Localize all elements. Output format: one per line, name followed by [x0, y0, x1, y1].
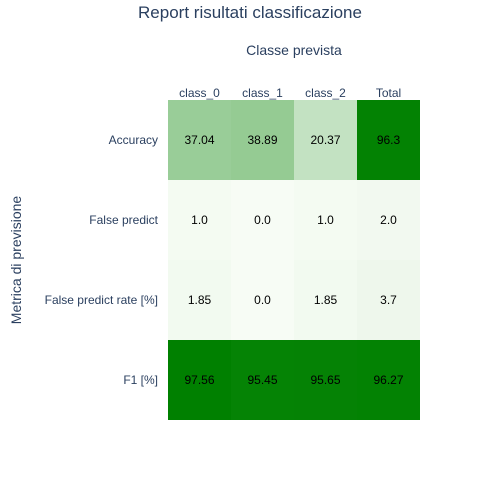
cell-value-label: 0.0: [254, 213, 271, 227]
y-tick-label: Accuracy: [109, 133, 158, 147]
cell-value-label: 1.0: [317, 213, 334, 227]
heatmap-cell: [294, 260, 357, 340]
heatmap-cell: [294, 180, 357, 260]
cell-value-label: 3.7: [380, 293, 397, 307]
heatmap-cell: [294, 100, 357, 180]
heatmap-cell: [357, 100, 420, 180]
heatmap-cell: [168, 340, 231, 420]
heatmap-cell: [231, 340, 294, 420]
heatmap-cell: [231, 100, 294, 180]
cell-value-label: 97.56: [184, 373, 214, 387]
cell-value-label: 20.37: [310, 133, 340, 147]
x-tick-labels: class_0 class_1 class_2 Total: [179, 86, 401, 100]
heatmap-cell: [168, 100, 231, 180]
y-tick-labels: Accuracy False predict False predict rate …: [45, 133, 159, 387]
y-tick-label: False predict rate [%]: [45, 293, 158, 307]
cell-value-label: 2.0: [380, 213, 397, 227]
x-tick-label: class_2: [305, 86, 346, 100]
y-tick-label: F1 [%]: [123, 373, 158, 387]
heatmap-cell: [231, 260, 294, 340]
x-tick-label: class_0: [179, 86, 220, 100]
cell-value-label: 95.65: [310, 373, 340, 387]
x-tick-label: Total: [376, 86, 401, 100]
y-axis-title: Metrica di previsione: [8, 196, 24, 325]
heatmap-cells: 37.04 38.89 20.37 96.3 1.0 0.0 1.0 2.0 1.85 0.0 1.…: [168, 100, 420, 420]
x-tick-label: class_1: [242, 86, 283, 100]
x-axis-title: Classe prevista: [246, 42, 342, 58]
heatmap-cell: [168, 260, 231, 340]
y-tick-label: False predict: [89, 213, 158, 227]
cell-value-label: 1.85: [188, 293, 212, 307]
cell-value-label: 1.85: [314, 293, 338, 307]
heatmap-cell: [357, 260, 420, 340]
cell-value-label: 96.3: [377, 133, 401, 147]
heatmap-cell: [294, 340, 357, 420]
cell-value-label: 37.04: [184, 133, 214, 147]
cell-value-label: 1.0: [191, 213, 208, 227]
heatmap-cell: [357, 180, 420, 260]
cell-value-label: 0.0: [254, 293, 271, 307]
heatmap-cell: [168, 180, 231, 260]
cell-value-label: 38.89: [247, 133, 277, 147]
cell-value-label: 96.27: [373, 373, 403, 387]
cell-value-label: 95.45: [247, 373, 277, 387]
heatmap-cell: [231, 180, 294, 260]
chart-title: Report risultati classificazione: [138, 3, 362, 22]
heatmap-cell: [357, 340, 420, 420]
